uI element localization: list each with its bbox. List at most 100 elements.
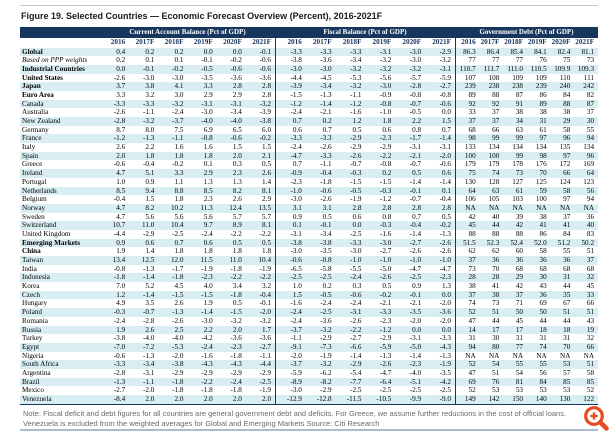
table-row: France -1.2 -1.3 -1.1 -0.8 -0.6 -0.2 -3.3 -3.3 -2… [20, 134, 598, 144]
cell: 94 [586, 134, 595, 143]
cell: -3.7 [290, 325, 302, 334]
cell: -2.2 [230, 229, 242, 238]
cell: 60 [515, 247, 524, 256]
table-row: Nigeria -0.6 -1.3 -2.0 -1.6 -1.8 -1.1 -2.0 -1.9 -… [20, 351, 598, 361]
cell: -3.6 [230, 334, 242, 343]
cell: 0.7 [174, 238, 184, 247]
cell: 110 [559, 73, 571, 82]
cell: 52.0 [534, 238, 547, 247]
cell: 8.2 [145, 203, 155, 212]
cell: 66 [586, 299, 595, 308]
country-name: United Kingdom [22, 229, 71, 238]
zoom-in-icon[interactable] [581, 403, 610, 433]
cell: -5.9 [439, 73, 451, 82]
cell: -1.0 [409, 256, 422, 264]
cell: -5.3 [172, 342, 184, 351]
country-name: Brazil [22, 377, 40, 386]
cell: -1.2 [113, 134, 126, 143]
cell: -0.6 [113, 351, 126, 360]
cell: 0.5 [262, 238, 272, 247]
cell: 0.7 [412, 212, 422, 221]
cell: 1.4 [262, 177, 272, 186]
cell: -6.5 [290, 264, 302, 273]
cell: 31 [515, 334, 524, 343]
cell: -1.8 [113, 273, 126, 282]
cell: -1.3 [172, 308, 184, 317]
cell: -2.4 [113, 316, 126, 325]
cell: -2.0 [290, 351, 302, 360]
table-row: Argentina -2.8 -3.1 -2.9 -2.9 -2.9 -2.9 -5.9 -6.… [20, 368, 598, 378]
cell: -4.5 [320, 73, 332, 82]
cell: 0.6 [382, 125, 392, 134]
cell: 47 [468, 368, 476, 377]
cell: -3.3 [113, 99, 126, 108]
cell: 54 [492, 360, 500, 369]
country-name: Based on PPP weights [22, 56, 88, 65]
cell: 0.0 [352, 221, 362, 230]
cell: 38 [492, 290, 500, 299]
cell: 37 [468, 256, 476, 264]
cell: 39 [515, 212, 524, 221]
cell: 106 [464, 195, 476, 204]
cell: -3.1 [439, 64, 451, 73]
cell: -1.4 [350, 351, 362, 360]
cell: -0.1 [201, 56, 213, 65]
cell: 66 [492, 125, 500, 134]
cell: -0.5 [409, 108, 422, 117]
cell: 1.4 [145, 247, 155, 256]
cell: 86 [539, 90, 547, 99]
cell: -2.9 [320, 334, 332, 343]
cell: 84 [539, 377, 547, 386]
cell: 2016 [287, 38, 302, 46]
country-name: Venezuela [22, 395, 52, 403]
country-name: Russia [22, 325, 42, 334]
country-name: Euro Area [22, 90, 54, 99]
cell: 8.5 [203, 186, 213, 195]
cell: -0.1 [142, 64, 155, 73]
cell: -0.8 [439, 90, 451, 99]
cell: 238 [488, 82, 500, 91]
cell: -3.6 [259, 334, 272, 343]
cell: 96 [563, 134, 571, 143]
cell: 0.7 [292, 160, 302, 169]
cell: 1.3 [203, 177, 213, 186]
cell: 100 [535, 195, 547, 204]
cell: 2.9 [203, 169, 213, 178]
cell: -0.1 [259, 47, 272, 56]
cell: 242 [583, 82, 595, 91]
cell: 88 [515, 229, 524, 238]
country-name: Belgium [22, 195, 47, 204]
cell: -2.8 [142, 316, 155, 325]
cell: 36 [515, 256, 524, 264]
cell: -1.1 [350, 90, 362, 99]
cell: -11.5 [346, 395, 362, 403]
cell: 85.4 [510, 47, 524, 56]
cell: 43 [539, 282, 547, 291]
cell: -2.4 [172, 108, 184, 117]
cell: -1.4 [142, 290, 155, 299]
cell: 2.6 [174, 299, 184, 308]
cell: -3.1 [379, 47, 392, 56]
cell: -3.5 [439, 368, 451, 377]
cell: 2018F [164, 38, 184, 46]
cell: 28 [492, 273, 500, 282]
cell: -5.1 [409, 377, 422, 386]
cell: -0.2 [439, 221, 451, 230]
cell: 74 [468, 299, 476, 308]
cell: -1.8 [320, 177, 332, 186]
cell: 0.9 [145, 177, 155, 186]
table-row: Ireland 4.7 5.1 3.3 2.9 2.3 2.6 -0.9 -0.4 -0.3 0.2… [20, 169, 598, 178]
cell: -2.5 [439, 386, 451, 395]
table-body: Global 0.4 0.2 0.2 0.0 0.0 -0.1 -3.3 -3.3 -3.3 -3.… [20, 47, 598, 404]
cell: -8.2 [320, 377, 332, 386]
cell: -2.3 [379, 316, 392, 325]
cell: -0.6 [259, 64, 272, 73]
cell: -0.8 [201, 134, 213, 143]
cell: -2.0 [439, 151, 451, 160]
cell: -3.1 [290, 229, 302, 238]
cell: 4.7 [116, 169, 126, 178]
cell: -1.9 [201, 264, 213, 273]
cell: -0.6 [230, 134, 242, 143]
cell: 111.7 [483, 64, 500, 73]
cell: 240 [559, 82, 571, 91]
